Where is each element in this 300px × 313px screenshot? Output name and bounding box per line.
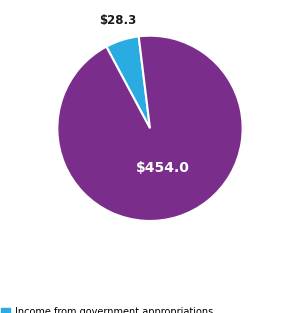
Text: $28.3: $28.3 (99, 14, 136, 27)
Text: $454.0: $454.0 (136, 161, 190, 175)
Wedge shape (57, 36, 243, 221)
Legend: Income from government appropriations, Other income: Income from government appropriations, O… (0, 303, 217, 313)
Wedge shape (106, 36, 150, 128)
